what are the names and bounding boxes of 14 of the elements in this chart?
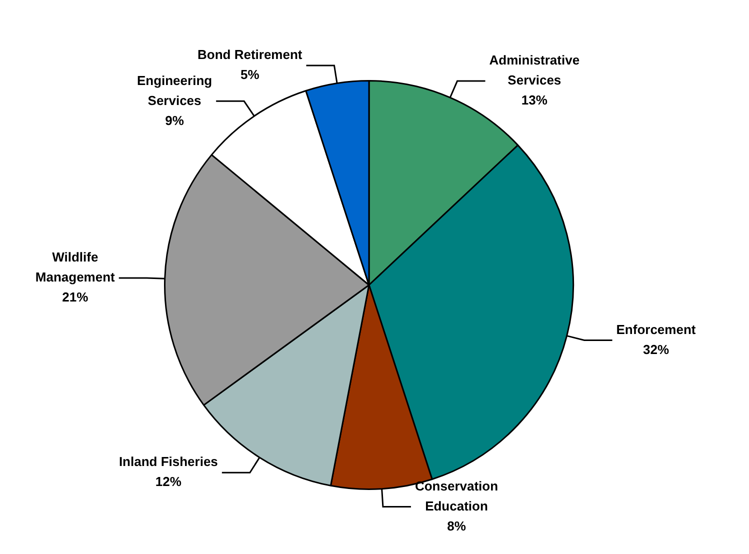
- slice-label: Engineering Services: [136, 72, 212, 108]
- slice-label: Wildlife Management: [35, 250, 116, 285]
- data-label: 13%: [521, 92, 548, 108]
- data-label: 32%: [642, 342, 670, 357]
- data-label: 9%: [165, 112, 184, 128]
- data-label: 21%: [62, 290, 89, 305]
- slice-label: Conservation Education: [414, 478, 498, 514]
- slice-label: Administrative Services: [489, 52, 580, 88]
- data-label: 5%: [240, 67, 260, 82]
- data-label: 12%: [155, 474, 182, 490]
- slice-label: Enforcement: [616, 322, 696, 337]
- slice-label: Inland Fisheries: [118, 454, 218, 470]
- slice-label: Bond Retirement: [198, 47, 303, 62]
- data-label: 8%: [447, 518, 466, 534]
